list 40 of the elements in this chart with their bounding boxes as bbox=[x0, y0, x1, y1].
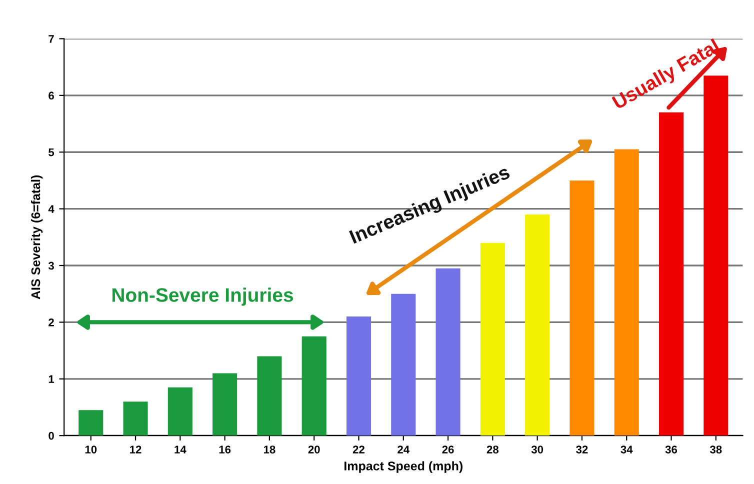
x-axis-title: Impact Speed (mph) bbox=[344, 461, 462, 473]
bar bbox=[302, 336, 326, 436]
x-tick-label: 12 bbox=[130, 446, 142, 454]
y-tick-label: 2 bbox=[48, 318, 54, 326]
y-tick-label: 1 bbox=[48, 375, 54, 383]
x-tick-label: 18 bbox=[264, 446, 276, 454]
annotation: Non-Severe Injuries bbox=[112, 288, 294, 306]
x-tick-label: 14 bbox=[174, 446, 186, 454]
bar bbox=[525, 214, 550, 436]
bar bbox=[480, 242, 505, 436]
x-tick-label: 20 bbox=[308, 446, 320, 454]
x-tick-label: 16 bbox=[219, 446, 231, 454]
bar bbox=[212, 373, 238, 436]
y-tick-label: 6 bbox=[48, 92, 54, 100]
bar bbox=[436, 268, 460, 436]
x-tick-label: 32 bbox=[576, 446, 588, 454]
bar bbox=[346, 316, 372, 436]
x-tick-label: 36 bbox=[665, 446, 678, 454]
bar bbox=[570, 180, 594, 436]
x-tick-label: 22 bbox=[352, 446, 364, 454]
bar bbox=[391, 294, 416, 436]
bar bbox=[78, 410, 104, 436]
x-tick-label: 38 bbox=[710, 446, 722, 454]
x-tick-label: 24 bbox=[398, 446, 410, 454]
x-tick-label: 10 bbox=[85, 446, 97, 454]
y-tick-label: 7 bbox=[48, 35, 54, 43]
bar bbox=[168, 387, 192, 436]
x-tick-label: 30 bbox=[531, 446, 544, 454]
y-tick-label: 4 bbox=[48, 205, 54, 213]
bar bbox=[257, 356, 282, 436]
y-tick-label: 3 bbox=[48, 262, 54, 270]
y-axis-title: AIS Severity (6=fatal) bbox=[30, 175, 43, 300]
bar bbox=[658, 112, 684, 436]
x-tick-label: 28 bbox=[486, 446, 499, 454]
y-tick-label: 5 bbox=[48, 148, 54, 156]
y-tick-label: 0 bbox=[48, 432, 54, 440]
x-tick-label: 26 bbox=[442, 446, 454, 454]
x-tick-label: 34 bbox=[620, 446, 633, 454]
bar bbox=[614, 149, 639, 436]
bar bbox=[123, 402, 148, 436]
